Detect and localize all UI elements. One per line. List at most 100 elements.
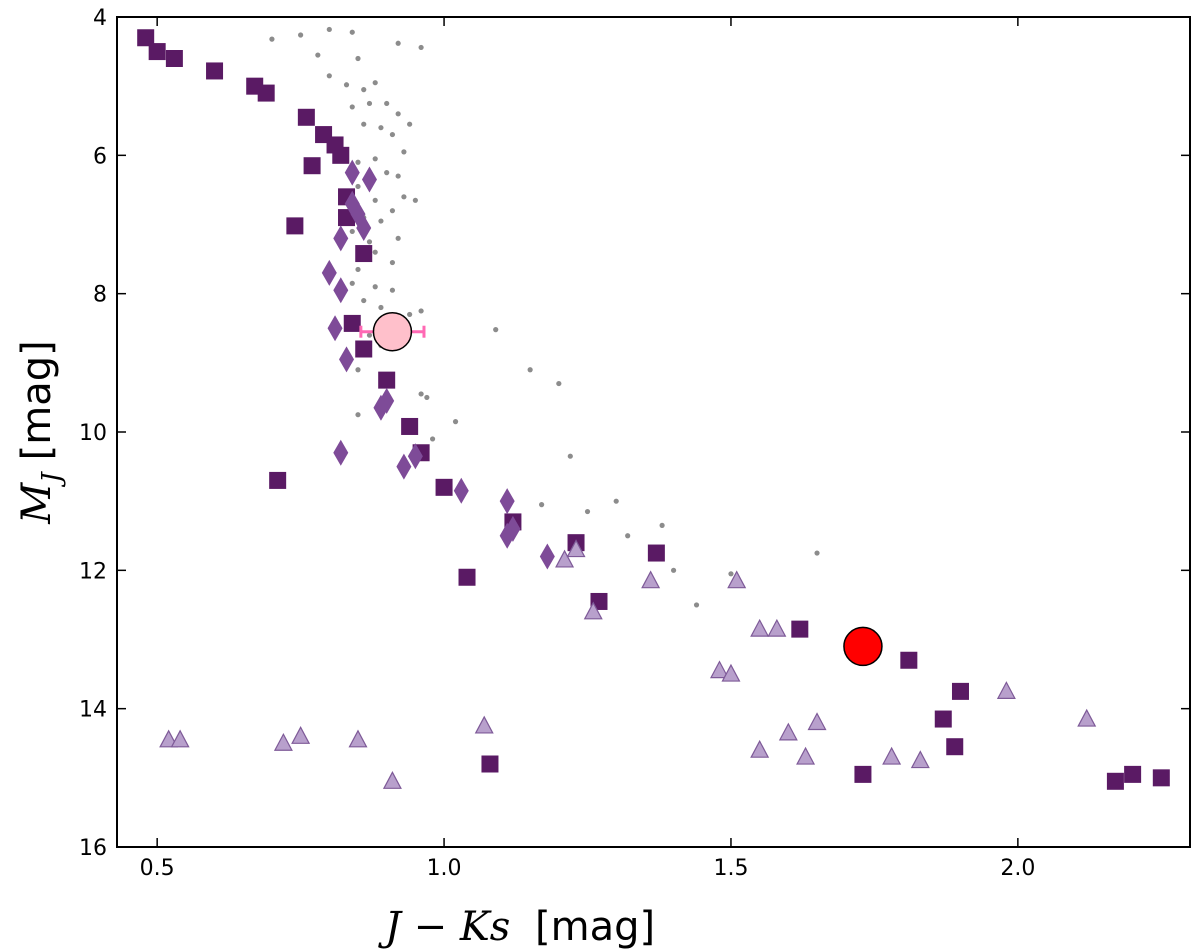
background-star-point [412,197,418,203]
square-point [286,217,304,235]
background-star-point [355,367,361,373]
triangles-series [159,539,1097,789]
diamond-point [453,477,469,504]
square-point [934,710,952,728]
background-star-point [378,218,384,224]
triangle-point [641,570,661,589]
background-star-point [418,391,424,397]
background-star-point [429,436,436,442]
triangle-point [721,663,741,682]
diamond-point [499,522,515,549]
x-axis-label-math: J − Ks [378,904,510,950]
square-point [355,245,373,263]
square-point [900,651,918,669]
triangle-point [348,729,368,748]
square-point [854,765,872,783]
triangle-point [750,739,770,758]
square-point [165,50,183,67]
diamond-point [333,277,349,304]
y-tick-label: 14 [79,698,107,723]
square-point [332,146,350,164]
background-star-point [670,567,677,573]
background-star-point [269,36,275,42]
diamond-point [407,443,423,470]
diamond-point [356,214,372,241]
triangle-point [382,771,402,789]
red-target-point [843,626,883,667]
background-star-point [298,32,304,38]
background-star-point [349,29,355,35]
background-star-point [355,412,361,418]
square-point [1152,769,1170,787]
background-star-point [389,208,396,214]
y-axis-label-unit: [mag] [14,340,60,460]
triangle-point [750,618,770,637]
background-star-point [693,602,700,608]
y-tick-label: 12 [79,559,107,584]
background-star-point [814,550,820,556]
background-star-point [372,156,378,162]
square-point [946,738,964,756]
y-axis-label-math: M [14,482,60,525]
triangle-point [996,681,1016,699]
square-point [257,84,275,102]
square-point [343,314,361,332]
diamond-point [339,346,355,373]
y-tick-label: 10 [79,421,107,446]
background-star-point [372,197,378,203]
background-star-point [355,266,361,273]
x-tick-label: 1.5 [713,856,748,881]
square-point [355,340,373,358]
y-tick-label: 4 [93,6,107,31]
background-star-point [401,194,407,200]
diamond-point [327,315,343,342]
background-star-point [384,170,390,176]
background-star-point [326,26,332,33]
y-axis-label: MJ [mag] [14,340,67,524]
background-star-point [728,571,734,577]
background-star-point [389,287,396,293]
square-point [401,417,419,435]
square-point [951,682,969,700]
diamond-point [333,439,349,466]
background-star-point [366,100,373,107]
triangle-point [583,601,603,620]
background-star-point [343,82,350,88]
diamond-point [396,453,412,480]
background-star-point [527,367,533,373]
background-star-point [378,125,384,131]
square-point [148,43,166,61]
square-point [303,157,321,175]
triangle-point [796,746,816,765]
square-point [791,620,809,638]
diamond-point [361,166,377,193]
triangle-point [709,660,729,679]
x-tick-label: 1.0 [427,856,462,881]
background-star-point [584,508,591,515]
background-star-point [567,453,573,459]
triangle-point [566,539,586,558]
triangle-point [159,729,179,748]
square-point [481,755,499,773]
squares-series [137,29,1170,790]
background-star-point [613,498,619,504]
background-star-point [361,297,367,304]
background-star-point [355,55,361,62]
diamond-point [539,543,555,570]
axis-ticks: 0.5 1.0 1.5 2.0 4 6 8 10 12 14 16 [79,6,1190,881]
background-star-point [539,502,545,508]
background-star-point [349,228,355,235]
pink-target-point [372,311,413,352]
background-star-point [493,327,499,333]
x-axis-label: J − Ks [mag] [378,904,655,950]
square-point [206,62,224,80]
triangle-point [882,746,902,765]
square-point [269,471,287,489]
square-point [297,108,315,126]
background-star-point [407,311,413,318]
triangle-point [767,618,787,637]
diamonds-series [321,159,555,570]
background-star-point [372,80,378,86]
triangle-point [555,549,575,568]
background-star-point [395,40,401,46]
